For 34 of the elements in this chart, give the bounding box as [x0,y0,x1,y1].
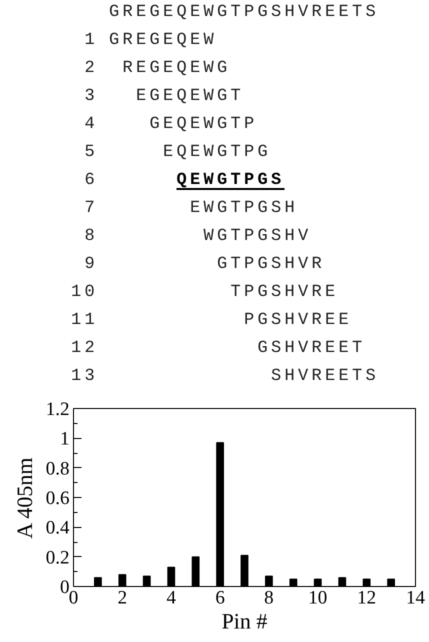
x-tick-label: 2 [118,588,128,608]
annotation: GREGEQEWGTPGSHVREETS [109,3,380,23]
x-tick-label: 12 [357,588,376,608]
y-tick-label: 1 [60,428,70,450]
text: 7 EWGTPGSH [84,199,298,218]
text: 9 GTPGSHVR [84,255,326,274]
bar [240,554,248,586]
text: 3 EGEQEWGT [84,87,244,106]
text: 5 EQEWGTPG [84,143,272,162]
bar [289,578,298,586]
text: 1 GREGEQEW [83,31,218,51]
text: 2 REGEQEWG [84,59,231,78]
x-tick-label: 4 [166,588,176,608]
y-tick-label: 0.6 [46,488,70,509]
text: 12 GSHVREET [70,339,366,358]
text: 11 PGSHVREE [70,311,352,330]
text: 4 GEQEWGTP [84,115,258,134]
text: 6 QEWGTPGS [84,171,285,190]
text: 8 WGTPGSHV [84,227,312,246]
y-tick-label: 0.2 [46,547,70,568]
y-tick-label: 1.2 [46,399,70,420]
y-tick-label: 0.8 [46,458,70,480]
y-axis-title: A 405nm [12,457,37,539]
bar [387,578,395,586]
bar [94,577,102,586]
x-axis-title: Pin # [222,608,268,634]
text: 13 SHVREETS [70,367,380,386]
x-tick-label: 10 [308,588,328,608]
x-tick-label: 8 [264,588,274,608]
x-tick-label: 6 [215,588,225,608]
text: 10 TPGSHVRE [70,283,339,302]
x-tick-label: 14 [406,588,426,608]
bar [192,556,200,586]
y-tick-label: 0.4 [46,518,70,539]
